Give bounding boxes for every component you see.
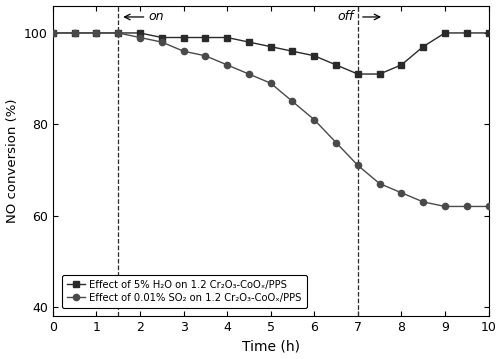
Effect of 0.01% SO₂ on 1.2 Cr₂O₃-CoOₓ/PPS <box>223 63 229 67</box>
Effect of 0.01% SO₂ on 1.2 Cr₂O₃-CoOₓ/PPS <box>463 204 469 209</box>
Effect of 0.01% SO₂ on 1.2 Cr₂O₃-CoOₓ/PPS <box>50 31 56 35</box>
Effect of 0.01% SO₂ on 1.2 Cr₂O₃-CoOₓ/PPS <box>289 99 295 104</box>
Line: Effect of 0.01% SO₂ on 1.2 Cr₂O₃-CoOₓ/PPS: Effect of 0.01% SO₂ on 1.2 Cr₂O₃-CoOₓ/PP… <box>50 30 490 210</box>
Effect of 5% H₂O on 1.2 Cr₂O₃-CoOₓ/PPS <box>398 63 404 67</box>
Effect of 5% H₂O on 1.2 Cr₂O₃-CoOₓ/PPS <box>376 72 382 76</box>
Effect of 5% H₂O on 1.2 Cr₂O₃-CoOₓ/PPS <box>267 45 273 49</box>
Legend: Effect of 5% H₂O on 1.2 Cr₂O₃-CoOₓ/PPS, Effect of 0.01% SO₂ on 1.2 Cr₂O₃-CoOₓ/PP: Effect of 5% H₂O on 1.2 Cr₂O₃-CoOₓ/PPS, … <box>62 275 306 308</box>
Effect of 0.01% SO₂ on 1.2 Cr₂O₃-CoOₓ/PPS <box>354 163 360 168</box>
X-axis label: Time (h): Time (h) <box>241 340 299 354</box>
Effect of 5% H₂O on 1.2 Cr₂O₃-CoOₓ/PPS <box>419 45 425 49</box>
Effect of 5% H₂O on 1.2 Cr₂O₃-CoOₓ/PPS <box>354 72 360 76</box>
Text: off: off <box>336 10 353 23</box>
Effect of 5% H₂O on 1.2 Cr₂O₃-CoOₓ/PPS <box>93 31 99 35</box>
Text: on: on <box>148 10 164 23</box>
Effect of 5% H₂O on 1.2 Cr₂O₃-CoOₓ/PPS <box>289 49 295 53</box>
Effect of 0.01% SO₂ on 1.2 Cr₂O₃-CoOₓ/PPS <box>419 200 425 204</box>
Effect of 5% H₂O on 1.2 Cr₂O₃-CoOₓ/PPS <box>245 40 252 44</box>
Line: Effect of 5% H₂O on 1.2 Cr₂O₃-CoOₓ/PPS: Effect of 5% H₂O on 1.2 Cr₂O₃-CoOₓ/PPS <box>50 30 490 77</box>
Effect of 5% H₂O on 1.2 Cr₂O₃-CoOₓ/PPS <box>463 31 469 35</box>
Y-axis label: NO conversion (%): NO conversion (%) <box>6 98 19 223</box>
Effect of 5% H₂O on 1.2 Cr₂O₃-CoOₓ/PPS <box>332 63 338 67</box>
Effect of 0.01% SO₂ on 1.2 Cr₂O₃-CoOₓ/PPS <box>376 181 382 186</box>
Effect of 0.01% SO₂ on 1.2 Cr₂O₃-CoOₓ/PPS <box>311 117 317 122</box>
Effect of 0.01% SO₂ on 1.2 Cr₂O₃-CoOₓ/PPS <box>158 40 164 44</box>
Effect of 0.01% SO₂ on 1.2 Cr₂O₃-CoOₓ/PPS <box>398 191 404 195</box>
Effect of 0.01% SO₂ on 1.2 Cr₂O₃-CoOₓ/PPS <box>267 81 273 85</box>
Effect of 0.01% SO₂ on 1.2 Cr₂O₃-CoOₓ/PPS <box>332 140 338 145</box>
Effect of 0.01% SO₂ on 1.2 Cr₂O₃-CoOₓ/PPS <box>202 53 208 58</box>
Effect of 5% H₂O on 1.2 Cr₂O₃-CoOₓ/PPS <box>441 31 447 35</box>
Effect of 0.01% SO₂ on 1.2 Cr₂O₃-CoOₓ/PPS <box>93 31 99 35</box>
Effect of 5% H₂O on 1.2 Cr₂O₃-CoOₓ/PPS <box>72 31 78 35</box>
Effect of 0.01% SO₂ on 1.2 Cr₂O₃-CoOₓ/PPS <box>72 31 78 35</box>
Effect of 0.01% SO₂ on 1.2 Cr₂O₃-CoOₓ/PPS <box>180 49 186 53</box>
Effect of 5% H₂O on 1.2 Cr₂O₃-CoOₓ/PPS <box>311 53 317 58</box>
Effect of 5% H₂O on 1.2 Cr₂O₃-CoOₓ/PPS <box>50 31 56 35</box>
Effect of 5% H₂O on 1.2 Cr₂O₃-CoOₓ/PPS <box>158 36 164 40</box>
Effect of 0.01% SO₂ on 1.2 Cr₂O₃-CoOₓ/PPS <box>484 204 490 209</box>
Effect of 5% H₂O on 1.2 Cr₂O₃-CoOₓ/PPS <box>137 31 143 35</box>
Effect of 5% H₂O on 1.2 Cr₂O₃-CoOₓ/PPS <box>484 31 490 35</box>
Effect of 0.01% SO₂ on 1.2 Cr₂O₃-CoOₓ/PPS <box>441 204 447 209</box>
Effect of 5% H₂O on 1.2 Cr₂O₃-CoOₓ/PPS <box>223 36 229 40</box>
Effect of 5% H₂O on 1.2 Cr₂O₃-CoOₓ/PPS <box>115 31 121 35</box>
Effect of 0.01% SO₂ on 1.2 Cr₂O₃-CoOₓ/PPS <box>137 36 143 40</box>
Effect of 0.01% SO₂ on 1.2 Cr₂O₃-CoOₓ/PPS <box>115 31 121 35</box>
Effect of 0.01% SO₂ on 1.2 Cr₂O₃-CoOₓ/PPS <box>245 72 252 76</box>
Effect of 5% H₂O on 1.2 Cr₂O₃-CoOₓ/PPS <box>202 36 208 40</box>
Effect of 5% H₂O on 1.2 Cr₂O₃-CoOₓ/PPS <box>180 36 186 40</box>
